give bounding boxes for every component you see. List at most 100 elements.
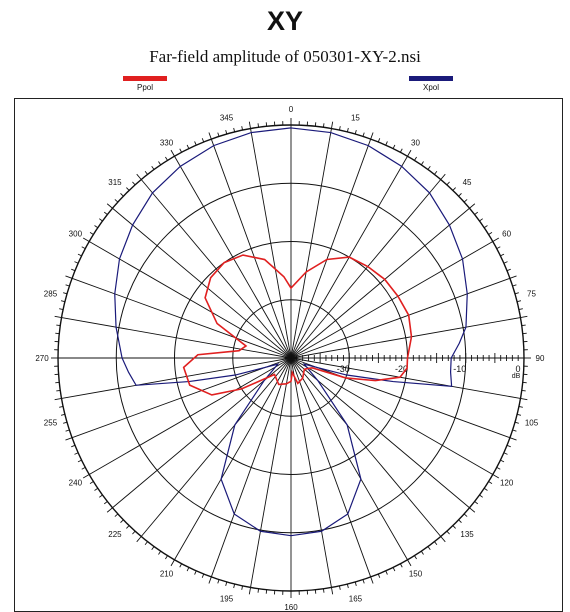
outer-tick xyxy=(234,128,235,132)
outer-tick xyxy=(522,390,526,391)
outer-tick xyxy=(218,580,219,584)
angle-tick-label: 240 xyxy=(69,479,83,488)
outer-tick xyxy=(459,520,462,523)
outer-tick xyxy=(195,141,197,145)
outer-tick xyxy=(249,122,250,129)
outer-tick xyxy=(355,130,356,134)
outer-tick xyxy=(453,526,456,529)
outer-tick xyxy=(145,171,147,174)
grid-spoke xyxy=(141,180,291,358)
outer-tick xyxy=(209,577,211,584)
angle-tick-label: 60 xyxy=(502,230,511,239)
outer-tick xyxy=(55,316,62,317)
grid-spoke xyxy=(291,358,441,536)
outer-tick xyxy=(500,254,504,256)
grid-spoke xyxy=(291,139,371,358)
angle-tick-label: 30 xyxy=(411,138,420,147)
outer-tick xyxy=(218,133,219,137)
outer-tick xyxy=(83,238,89,242)
outer-tick xyxy=(90,481,93,483)
outer-tick xyxy=(99,219,102,221)
outer-tick xyxy=(95,225,98,227)
outer-tick xyxy=(414,157,416,160)
angle-tick-label: 285 xyxy=(44,290,58,299)
outer-tick xyxy=(363,580,364,584)
angle-tick-label: 160 xyxy=(284,603,298,611)
outer-tick xyxy=(258,123,259,127)
outer-tick xyxy=(355,582,356,586)
outer-tick xyxy=(187,145,189,149)
outer-tick xyxy=(393,567,395,571)
outer-tick xyxy=(165,556,167,559)
grid-spoke xyxy=(211,358,291,577)
outer-tick xyxy=(513,285,517,286)
outer-tick xyxy=(500,460,504,462)
angle-tick-label: 315 xyxy=(108,178,122,187)
outer-tick xyxy=(400,564,402,568)
outer-tick xyxy=(71,269,75,270)
grid-spoke xyxy=(72,358,291,438)
outer-tick xyxy=(152,166,154,169)
outer-tick xyxy=(258,589,259,593)
outer-tick xyxy=(234,584,235,588)
outer-tick xyxy=(66,430,70,431)
outer-tick xyxy=(132,531,135,534)
outer-tick xyxy=(165,157,167,160)
outer-tick xyxy=(61,414,65,415)
outer-tick xyxy=(74,262,78,264)
outer-tick xyxy=(249,587,250,594)
outer-tick xyxy=(520,398,527,399)
angle-tick-label: 225 xyxy=(108,530,122,539)
outer-tick xyxy=(137,536,141,541)
outer-tick xyxy=(386,141,388,145)
outer-tick xyxy=(493,238,499,242)
outer-tick xyxy=(507,269,511,270)
outer-tick xyxy=(226,582,227,586)
outer-tick xyxy=(59,309,63,310)
outer-tick xyxy=(480,495,483,497)
outer-tick xyxy=(99,495,102,497)
outer-tick xyxy=(507,445,511,446)
outer-tick xyxy=(82,247,86,249)
outer-tick xyxy=(434,542,436,545)
outer-tick xyxy=(515,293,519,294)
outer-tick xyxy=(209,132,211,139)
outer-tick xyxy=(520,316,527,317)
outer-tick xyxy=(242,126,243,130)
outer-tick xyxy=(453,188,456,191)
angle-tick-label: 210 xyxy=(160,570,174,579)
outer-tick xyxy=(517,301,521,302)
outer-tick xyxy=(484,225,487,227)
grid-spoke xyxy=(291,208,469,358)
grid-spoke xyxy=(141,358,291,536)
outer-tick xyxy=(187,567,189,571)
outer-tick xyxy=(421,162,423,165)
outer-tick xyxy=(323,589,324,593)
outer-tick xyxy=(510,276,517,278)
outer-tick xyxy=(55,398,62,399)
outer-tick xyxy=(121,520,124,523)
outer-tick xyxy=(441,536,445,541)
outer-tick xyxy=(78,254,82,256)
outer-tick xyxy=(489,232,492,234)
outer-tick xyxy=(195,571,197,575)
outer-tick xyxy=(510,438,517,440)
outer-tick xyxy=(469,508,474,512)
angle-tick-label: 255 xyxy=(44,418,58,427)
angle-tick-label: 270 xyxy=(35,354,49,363)
outer-tick xyxy=(339,586,340,590)
grid-spoke xyxy=(291,358,371,577)
angle-tick-label: 195 xyxy=(220,595,234,604)
outer-tick xyxy=(434,171,436,174)
outer-tick xyxy=(428,547,430,550)
grid-spoke xyxy=(291,278,510,358)
outer-tick xyxy=(66,285,70,286)
outer-tick xyxy=(480,219,483,221)
angle-tick-label: 105 xyxy=(525,418,539,427)
outer-tick xyxy=(408,150,412,156)
outer-tick xyxy=(90,232,93,234)
outer-tick xyxy=(104,501,107,503)
outer-tick xyxy=(414,556,416,559)
outer-tick xyxy=(459,193,462,196)
angle-tick-label: 120 xyxy=(500,479,514,488)
